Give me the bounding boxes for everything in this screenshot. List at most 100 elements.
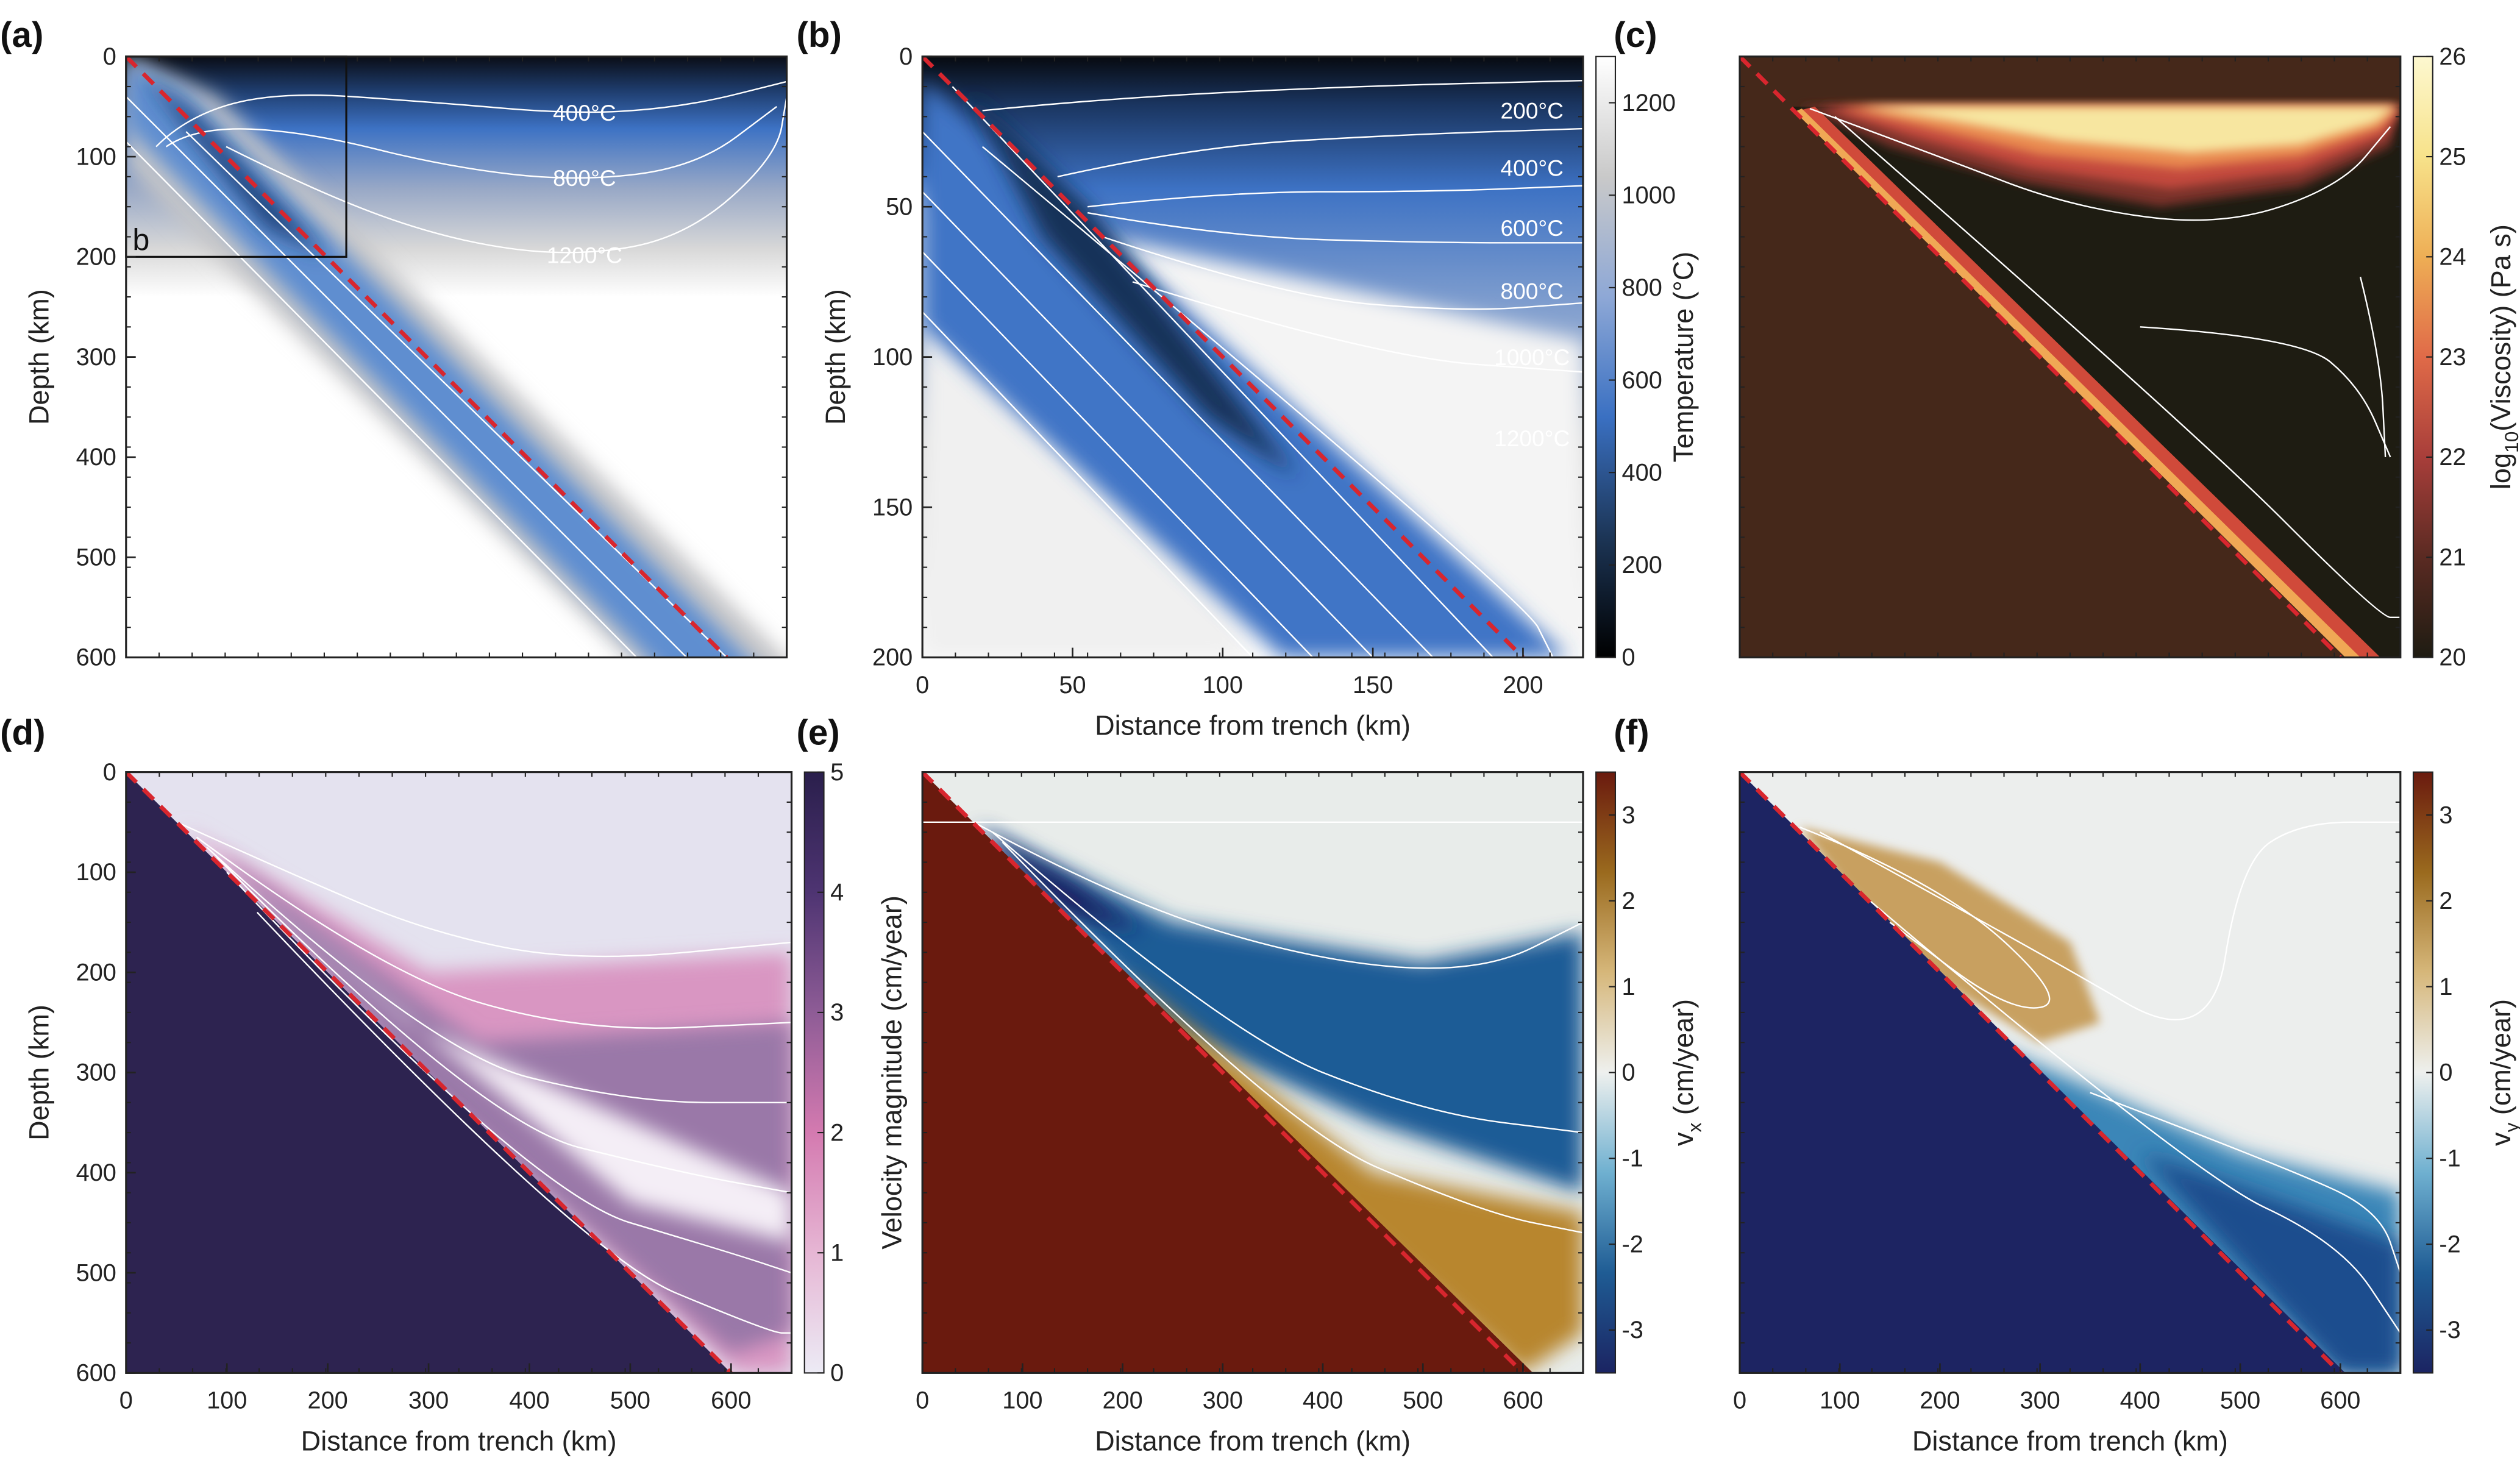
y-axis-label: Depth (km) [24,1005,55,1140]
x-tick-label: 200 [307,1387,347,1414]
field-region [977,827,1143,933]
x-tick-label: 500 [610,1387,650,1414]
contour-line [2090,1092,2401,1273]
colorbar-label: Velocity magnitude (cm/year) [877,895,908,1250]
panel-label: (a) [0,15,43,55]
colorbar-tick-label: 0 [1622,644,1636,671]
colorbar-label-rest: (cm/year) [1668,999,1699,1123]
field-region [2140,1152,2401,1373]
colorbar-tick-label: 3 [1622,802,1636,828]
x-tick-label: 200 [1920,1387,1960,1414]
y-tick-label: 600 [76,1360,116,1387]
colorbar-tick-label: 4 [830,879,844,906]
y-axis-label: Depth (km) [24,289,55,425]
y-tick-label: 400 [76,1159,116,1186]
contour-line [206,846,792,1103]
contour-line [126,96,688,658]
colorbar-e: -3 -2 -1 0 1 2 3 vx (cm/year) [1595,771,1705,1374]
colorbar-label: log10(Viscosity) (Pa s) [2485,224,2520,489]
y-tick-label: 0 [103,43,116,70]
colorbar-tick-label: 1000 [1622,182,1676,208]
field-d [126,772,792,1373]
panel-a: b 400°C 800°C 1200°C 0 100 200 300 400 500 600 Dept… [0,15,788,671]
field-e [922,772,1583,1373]
colorbar-f: -3 -2 -1 0 1 2 3 vy (cm/year) [2412,771,2520,1374]
colorbar-tick-label: -3 [1622,1317,1643,1343]
y-tick-label: 200 [76,244,116,271]
colorbar-label-rest: (Viscosity) (Pa s) [2485,224,2516,431]
colorbar-tick-label: 1 [830,1239,844,1266]
contour-line [2140,326,2391,458]
colorbar-label-subscript: y [2500,1123,2520,1133]
colorbar-tick-label: 25 [2439,143,2466,170]
contour-line [1087,185,1583,208]
colorbar-tick-label: 1 [2439,973,2452,1000]
colorbar-tick-label: -1 [2439,1145,2460,1172]
contour-line [155,80,787,148]
colorbar-tick-label: 5 [830,759,844,786]
field-c [1740,56,2401,658]
colorbar-tick-label: 2 [2439,888,2452,914]
colorbar-tick-label: -2 [2439,1231,2460,1258]
inset-label: b [132,222,149,257]
x-tick-label: 100 [1820,1387,1860,1414]
colorbar-tick-label: 22 [2439,444,2466,471]
field-region [977,827,1583,1193]
colorbar-tick-label: -3 [2439,1317,2460,1343]
contour-label: 800°C [553,165,616,191]
contour-label: 200°C [1500,98,1563,124]
x-tick-label: 500 [2220,1387,2260,1414]
contour-line [1834,116,2401,618]
field-a [126,56,787,658]
contour-line [1087,212,1583,244]
field-f [1740,772,2401,1373]
contour-line [185,131,727,658]
colorbar-tick-label: 200 [1622,552,1662,578]
field-region [1740,772,2346,1373]
colorbar-tick-label: 0 [830,1360,844,1387]
colorbar-label-subscript: 10 [2500,432,2520,453]
colorbar-tick-label: -1 [1622,1145,1643,1172]
colorbar-scale [803,771,825,1374]
y-tick-label: 600 [76,644,116,671]
y-tick-label: 150 [872,494,913,521]
contour-line [256,911,792,1334]
y-tick-label: 200 [76,959,116,986]
colorbar-scale [1595,55,1617,658]
colorbar-tick-label: 1200 [1622,90,1676,116]
colorbar-tick-label: 800 [1622,274,1662,301]
contour-line [1809,108,2391,221]
y-tick-label: 500 [76,1259,116,1286]
contour-label: 800°C [1500,278,1563,304]
colorbar-tick-label: 600 [1622,367,1662,394]
contour-line [126,141,638,658]
contour-line [1859,891,2401,1334]
x-axis-label: Distance from trench (km) [1095,1426,1411,1457]
contour-line [977,824,1583,969]
slab-surface-line [922,772,1525,1373]
contour-label: 600°C [1500,215,1563,241]
contour-line [1002,841,1583,1234]
colorbar-tick-label: 3 [830,999,844,1026]
x-tick-label: 0 [119,1387,133,1414]
contour-line [922,251,1314,658]
x-tick-label: 0 [1733,1387,1746,1414]
y-tick-label: 300 [76,1059,116,1086]
y-tick-label: 0 [899,43,913,70]
contour-line [181,823,792,958]
panel-b: 200°C 400°C 600°C 800°C 1000°C 1200°C 0 50 100 15… [796,15,1699,741]
colorbar-tick-label: 24 [2439,244,2466,271]
x-tick-label: 300 [408,1387,449,1414]
y-tick-label: 50 [886,193,913,220]
colorbar-tick-label: 23 [2439,344,2466,371]
contour-line [226,872,792,1274]
panel-label: (b) [796,15,841,55]
colorbar-label-subscript: x [1683,1123,1705,1133]
x-tick-label: 400 [1303,1387,1343,1414]
contour-label: 400°C [553,100,616,126]
x-tick-label: 600 [711,1387,751,1414]
colorbar-tick-label: -2 [1622,1231,1643,1258]
contour-line [922,311,1253,658]
slab-surface-line [126,56,728,658]
